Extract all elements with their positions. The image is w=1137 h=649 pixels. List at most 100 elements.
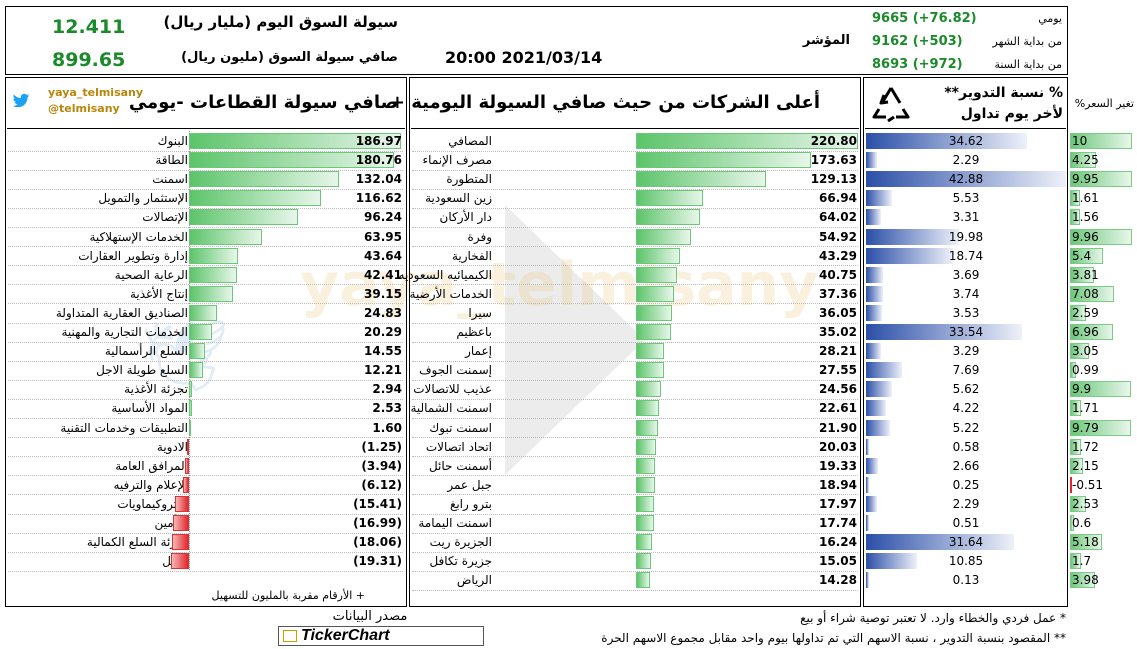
price-change-value: 1.61: [1072, 191, 1099, 206]
sector-bar-negative: [183, 476, 189, 493]
turnover-title-1: % نسبة التدوير**: [944, 85, 1063, 101]
sectors-title: صافي سيولة القطاعات -يومي: [128, 92, 398, 113]
sector-value: (6.12): [361, 477, 402, 492]
sector-bar-negative: [187, 438, 189, 455]
sector-value: 12.21: [364, 363, 402, 378]
sector-row-divider: [8, 437, 403, 439]
turnover-bar: [866, 400, 886, 417]
sector-bar-positive: [189, 362, 203, 379]
price-change-bar-positive: [1070, 304, 1087, 321]
company-name: عذيب للاتصالات: [413, 382, 492, 397]
turnover-bar: [866, 381, 893, 398]
turnover-value: 31.64: [948, 535, 984, 550]
index-month-label: من بداية الشهر: [992, 35, 1062, 48]
company-name: الجزيرة ريت: [429, 535, 492, 550]
company-row-divider: [412, 227, 858, 228]
turnover-header-divider: [865, 128, 1066, 129]
company-row-divider: [412, 246, 858, 248]
net-liquidity-title: صافي سيولة السوق (مليون ريال): [181, 50, 398, 65]
company-row-divider: [412, 379, 858, 381]
recycle-icon: [870, 82, 912, 124]
company-liquidity-bar: [636, 400, 659, 417]
sector-row-divider: [8, 418, 403, 419]
company-liquidity-bar: [636, 457, 656, 474]
turnover-value: 3.29: [952, 344, 980, 359]
sector-value: 180.76: [355, 153, 402, 168]
price-change-bar-positive: [1070, 553, 1081, 570]
price-change-bar-positive: [1070, 515, 1074, 531]
sector-value: 14.55: [364, 344, 402, 359]
company-liquidity-value: 14.28: [819, 573, 857, 588]
sector-row-divider: [8, 360, 403, 362]
sector-name: الرعاية الصحية: [114, 267, 188, 282]
company-liquidity-value: 40.75: [819, 267, 857, 282]
company-name: اسمنت اليمامة: [418, 516, 492, 530]
company-name: جبل عمر: [447, 477, 492, 492]
sector-name: الخدمات الإستهلاكية: [89, 229, 188, 244]
company-name: دار الأركان: [439, 210, 492, 225]
sector-bar-positive: [189, 209, 299, 226]
sector-row-divider: [8, 513, 403, 515]
sector-row-divider: [8, 303, 403, 305]
sectors-panel: [5, 77, 407, 607]
sector-value: 96.24: [364, 210, 402, 225]
company-liquidity-value: 64.02: [819, 210, 857, 225]
turnover-bar: [866, 190, 892, 207]
net-liquidity-value: 899.65: [52, 49, 126, 71]
company-liquidity-value: 16.24: [819, 535, 857, 550]
sector-bar-negative: [172, 534, 189, 551]
sector-value: 24.83: [364, 305, 402, 320]
company-liquidity-value: 24.56: [819, 382, 857, 397]
company-liquidity-value: 66.94: [819, 191, 857, 206]
sector-name: الإتصالات: [142, 210, 188, 225]
sector-bar-negative: [185, 457, 189, 474]
company-row-divider: [412, 532, 858, 534]
company-liquidity-value: 27.55: [819, 363, 857, 378]
company-liquidity-bar: [636, 190, 704, 207]
company-liquidity-bar: [636, 515, 654, 531]
sector-name: الطاقة: [155, 153, 188, 168]
sector-row-divider: [8, 322, 403, 324]
turnover-bar: [866, 152, 877, 169]
index-daily-label: يومي: [1038, 12, 1062, 25]
tickerchart-chart-icon: [283, 630, 297, 642]
sector-name: البنوك: [157, 134, 188, 148]
price-change-bar-positive: [1070, 495, 1086, 512]
sector-row-divider: [8, 398, 403, 400]
company-liquidity-bar: [636, 438, 657, 455]
sector-value: (19.31): [353, 554, 402, 569]
twitter-icon: [12, 92, 30, 110]
price-change-value: 1.7: [1072, 554, 1092, 569]
company-row-divider: [412, 513, 858, 515]
sector-name: الإستثمار والتمويل: [98, 191, 188, 206]
twitter-handle-1: yaya_telmisany: [48, 86, 144, 99]
price-change-value: 9.9: [1072, 382, 1092, 397]
company-name: اتحاد اتصالات: [425, 439, 492, 454]
sector-value: (1.25): [361, 439, 402, 454]
data-source-label: مصدر البيانات: [332, 609, 408, 624]
price-change-value: 10: [1072, 134, 1088, 148]
price-change-bar-negative: [1070, 476, 1072, 493]
price-change-value: 2.53: [1072, 496, 1099, 511]
price-change-bar-positive: [1070, 438, 1081, 455]
company-liquidity-value: 18.94: [819, 477, 857, 492]
sector-row-divider: [8, 570, 403, 572]
rounding-note: + الأرقام مقربة بالمليون للتسهيل: [211, 589, 365, 602]
companies-panel: [409, 77, 861, 607]
price-change-bar-positive: [1070, 133, 1132, 149]
turnover-value: 5.22: [952, 420, 980, 435]
company-name: اسمنت الشمالية: [410, 401, 492, 416]
company-row-divider: [412, 437, 858, 439]
sector-name: التأمين: [154, 516, 188, 530]
sector-name: الخدمات التجارية والمهنية: [61, 325, 188, 339]
company-row-divider: [412, 475, 858, 477]
company-row-divider: [412, 169, 858, 171]
price-change-bar-positive: [1070, 400, 1081, 417]
price-change-bar-positive: [1070, 324, 1114, 340]
turnover-bar: [866, 476, 869, 493]
sector-bar-positive: [189, 266, 238, 283]
company-liquidity-bar: [636, 171, 766, 188]
company-liquidity-bar: [636, 209, 701, 226]
sector-name: النقل: [8, 552, 188, 570]
company-name: وفرة: [467, 229, 492, 244]
